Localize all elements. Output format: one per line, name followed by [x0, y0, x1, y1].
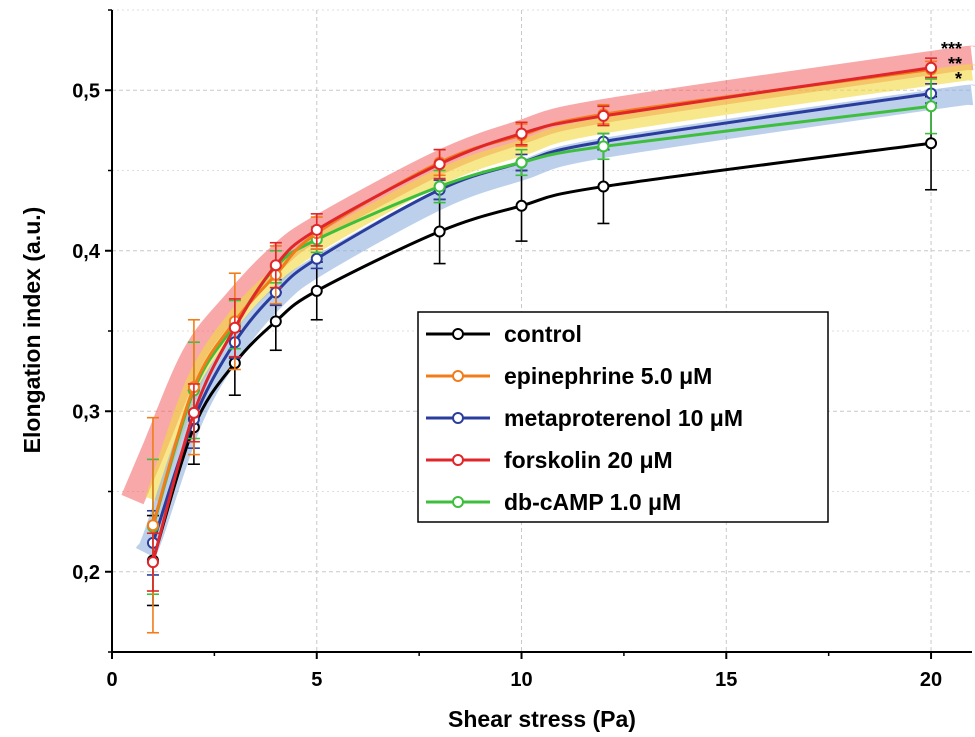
data-point — [515, 199, 528, 212]
series-line — [151, 104, 932, 528]
data-point — [433, 180, 446, 193]
data-point — [597, 109, 610, 122]
data-point — [146, 519, 159, 532]
series-line — [151, 66, 932, 563]
y-axis-title: Elongation index (a.u.) — [19, 207, 45, 454]
series-line — [151, 91, 932, 544]
legend: control epinephrine 5.0 μM metaproterenol … — [417, 311, 829, 523]
series-line — [151, 141, 932, 561]
y-tick-label: 0,5 — [72, 80, 100, 102]
x-tick-label: 0 — [106, 669, 117, 691]
x-tick-label: 5 — [311, 669, 322, 691]
data-point — [433, 225, 446, 238]
x-tick-label: 15 — [715, 669, 737, 691]
legend-swatch-marker — [452, 496, 464, 508]
data-point — [310, 284, 323, 297]
data-point — [228, 321, 241, 334]
data-point — [146, 556, 159, 569]
data-point — [310, 252, 323, 265]
axes: 0 5 10 15 20 0,2 0,3 0,4 0,5 — [72, 9, 972, 691]
y-tick-label: 0,4 — [72, 241, 101, 263]
x-tick-label: 20 — [920, 669, 942, 691]
x-tick-label: 10 — [510, 669, 532, 691]
significance-mark: * — [955, 69, 962, 89]
data-point — [925, 137, 938, 150]
data-point — [187, 406, 200, 419]
significance-mark: ** — [948, 54, 962, 74]
legend-label: metaproterenol 10 μM — [504, 405, 743, 431]
significance-mark: *** — [941, 39, 962, 59]
data-point — [433, 158, 446, 171]
legend-label: control — [504, 321, 582, 347]
data-point — [269, 315, 282, 328]
legend-swatch-marker — [452, 370, 464, 382]
legend-swatch-marker — [452, 454, 464, 466]
data-point — [269, 259, 282, 272]
series-forskolin — [146, 57, 938, 592]
legend-label: db-cAMP 1.0 μM — [504, 489, 681, 515]
legend-swatch-marker — [452, 412, 464, 424]
legend-label: forskolin 20 μM — [504, 447, 673, 473]
y-tick-label: 0,3 — [72, 401, 100, 423]
y-tick-label: 0,2 — [72, 562, 100, 584]
data-point — [515, 156, 528, 169]
data-point — [597, 140, 610, 153]
legend-label: epinephrine 5.0 μM — [504, 363, 712, 389]
data-point — [515, 127, 528, 140]
series-lines — [146, 57, 938, 634]
legend-swatch-marker — [452, 328, 464, 340]
significance-annotations: ****** — [941, 39, 962, 89]
data-point — [925, 100, 938, 113]
data-point — [925, 61, 938, 74]
data-point — [597, 180, 610, 193]
x-axis-title: Shear stress (Pa) — [448, 706, 636, 732]
data-point — [310, 223, 323, 236]
